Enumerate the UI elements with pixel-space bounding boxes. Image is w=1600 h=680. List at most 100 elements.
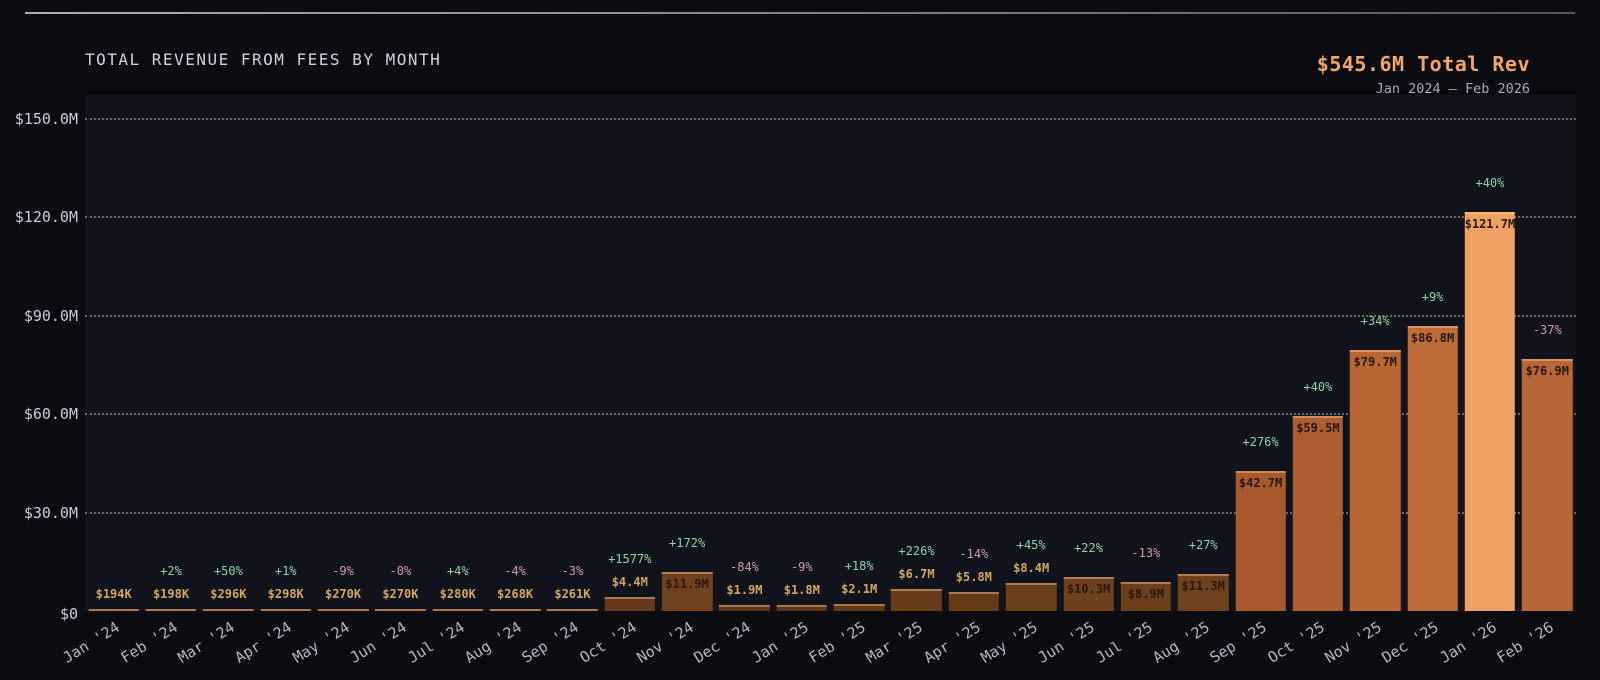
- bar-group-nov--25: $79.7M +34% Nov '25: [1322, 100, 1404, 667]
- bar-pct-change-label: -3%: [561, 563, 584, 578]
- y-tick-label: $150.0M: [14, 110, 78, 128]
- x-tick-label: Sep '24: [518, 618, 582, 667]
- bar-pct-change-label: +226%: [898, 544, 935, 559]
- bar-mar--25: [891, 589, 942, 611]
- bar-pct-change-label: +22%: [1074, 541, 1103, 556]
- bar-group-jan--24: $194K Jan '24: [60, 100, 142, 667]
- bar-pct-change-label: +27%: [1188, 537, 1218, 552]
- bar-pct-change-label: +2%: [160, 563, 182, 578]
- x-tick-label: Mar '24: [174, 618, 238, 667]
- top-divider-line: [25, 12, 1575, 14]
- bar-value-label: $5.8M: [955, 569, 992, 584]
- bar-apr--24: [260, 608, 311, 611]
- bar-value-label: $280K: [439, 586, 476, 601]
- bar-pct-change-label: +9%: [1421, 290, 1444, 305]
- gridline-60m: [85, 413, 1576, 416]
- bar-group-may--24: $270K -9% May '24: [289, 100, 371, 667]
- x-tick-label: May '24: [289, 618, 353, 667]
- bar-pct-change-label: +1%: [274, 563, 297, 578]
- bar-pct-change-label: -14%: [959, 546, 989, 561]
- x-tick-label: Dec '24: [690, 618, 754, 667]
- bar-value-label: $1.8M: [783, 583, 820, 598]
- bar-oct--25: [1292, 415, 1344, 611]
- bar-value-label: $2.1M: [841, 582, 878, 597]
- bar-value-label: $11.9M: [665, 576, 709, 591]
- x-tick-label: Apr '25: [920, 618, 984, 667]
- x-tick-label: Aug '24: [461, 618, 525, 667]
- bar-pct-change-label: +40%: [1303, 379, 1333, 394]
- bar-value-label: $6.7M: [898, 567, 935, 582]
- x-tick-label: Dec '25: [1378, 618, 1443, 667]
- bar-jan--25: [776, 605, 828, 611]
- y-tick-label: $60.0M: [23, 405, 78, 424]
- bar-pct-change-label: -37%: [1532, 322, 1562, 337]
- bar-group-apr--25: $5.8M -14% Apr '25: [920, 100, 1002, 667]
- chart-title: TOTAL REVENUE FROM FEES BY MONTH: [85, 50, 442, 69]
- bar-group-dec--24: $1.9M -84% Dec '24: [691, 100, 773, 667]
- bar-pct-change-label: -9%: [332, 563, 354, 578]
- bar-pct-change-label: +45%: [1016, 538, 1046, 553]
- bar-jun--25: [1063, 577, 1114, 611]
- bar-value-label: $198K: [152, 586, 190, 601]
- bar-value-label: $11.3M: [1181, 578, 1225, 593]
- bar-group-feb--24: $198K +2% Feb '24: [117, 100, 199, 667]
- bar-value-label: $8.4M: [1013, 561, 1050, 576]
- bar-jan--26: [1464, 211, 1516, 611]
- x-tick-label: Aug '25: [1149, 618, 1213, 667]
- bar-pct-change-label: -0%: [389, 563, 412, 578]
- bar-value-label: $4.4M: [611, 574, 648, 589]
- x-tick-label: Jul '25: [1092, 618, 1156, 667]
- bar-value-label: $194K: [95, 586, 132, 601]
- gridline-90m: [85, 314, 1576, 317]
- bar-value-label: $42.7M: [1238, 475, 1283, 490]
- bar-value-label: $10.3M: [1066, 582, 1111, 597]
- bar-apr--25: [948, 591, 1000, 611]
- x-tick-label: Jun '25: [1034, 618, 1099, 667]
- plot-area: $194K Jan '24 $198K +2% Feb '24 $296K +50% Mar …: [60, 100, 1576, 667]
- bar-value-label: $270K: [324, 586, 362, 601]
- x-tick-label: Jun '24: [346, 618, 410, 667]
- bar-may--25: [1005, 583, 1057, 611]
- x-tick-label: Feb '25: [805, 618, 869, 667]
- bar-value-label: $261K: [554, 586, 591, 601]
- bar-group-mar--24: $296K +50% Mar '24: [175, 100, 257, 667]
- bar-pct-change-label: +276%: [1242, 434, 1279, 449]
- x-tick-label: Jul '24: [404, 618, 468, 667]
- x-tick-label: May '25: [977, 618, 1041, 667]
- gridline-120m: [85, 216, 1576, 219]
- bar-mar--24: [203, 608, 254, 611]
- x-tick-label: Jan '26: [1436, 618, 1500, 667]
- bar-sep--24: [547, 608, 598, 611]
- bar-pct-change-label: +4%: [446, 563, 469, 578]
- bar-aug--24: [489, 608, 541, 611]
- x-tick-label: Feb '24: [117, 618, 181, 667]
- bar-group-jan--25: $1.8M -9% Jan '25: [748, 100, 830, 667]
- bar-group-oct--24: $4.4M +1577% Oct '24: [576, 100, 658, 667]
- bar-value-label: $270K: [382, 586, 419, 601]
- bar-group-jul--25: $8.9M -13% Jul '25: [1092, 100, 1174, 667]
- bar-value-label: $8.9M: [1127, 586, 1164, 601]
- bar-group-nov--24: $11.9M +172% Nov '24: [633, 100, 715, 667]
- bar-dec--24: [719, 604, 770, 611]
- bar-oct--24: [604, 596, 655, 611]
- bar-group-jun--24: $270K -0% Jun '24: [347, 100, 429, 667]
- bar-group-sep--25: $42.7M +276% Sep '25: [1207, 100, 1289, 667]
- y-tick-label: $0: [59, 605, 78, 623]
- x-tick-label: Oct '24: [576, 618, 640, 667]
- bar-pct-change-label: -13%: [1131, 545, 1161, 560]
- y-tick-label: $90.0M: [23, 306, 78, 325]
- gridline-30m: [85, 511, 1576, 514]
- bar-value-label: $1.9M: [726, 582, 763, 597]
- bar-group-aug--24: $268K -4% Aug '24: [461, 100, 543, 667]
- total-revenue-headline: $545.6M Total Rev: [1316, 52, 1530, 76]
- bar-pct-change-label: -9%: [790, 560, 813, 575]
- bar-feb--26: [1522, 358, 1573, 611]
- bar-nov--25: [1350, 349, 1401, 611]
- gridline-150m: [85, 118, 1576, 120]
- x-tick-label: Nov '25: [1321, 618, 1385, 667]
- bar-pct-change-label: +172%: [669, 535, 706, 550]
- x-tick-label: Jan '25: [748, 618, 812, 667]
- bar-pct-change-label: +18%: [844, 559, 874, 574]
- x-tick-label: Apr '24: [232, 618, 296, 667]
